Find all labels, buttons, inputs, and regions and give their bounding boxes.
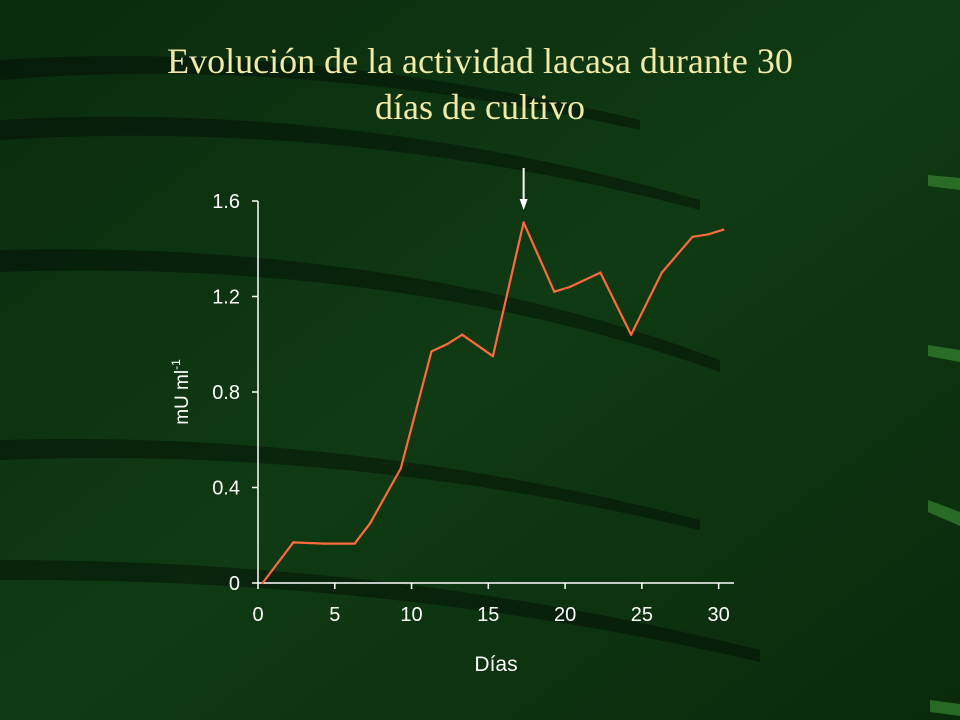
arrow-head	[519, 199, 528, 210]
title-line-1: Evolución de la actividad lacasa durante…	[167, 41, 793, 81]
x-tick-label: 25	[631, 604, 653, 626]
x-tick-label: 0	[252, 604, 263, 626]
y-tick-label: 1.2	[212, 287, 240, 309]
y-axis-label-superscript: -1	[169, 359, 183, 370]
x-tick-label: 15	[477, 604, 499, 626]
data-point	[599, 271, 602, 274]
data-point	[706, 233, 710, 236]
data-point	[353, 542, 356, 545]
slide-title: Evolución de la actividad lacasa durante…	[60, 38, 900, 130]
data-point	[445, 343, 449, 346]
data-point	[568, 285, 571, 289]
series-points	[261, 221, 725, 585]
data-point	[261, 581, 264, 585]
y-tick-label: 1.6	[212, 191, 240, 213]
data-point	[691, 235, 694, 239]
y-tick-label: 0	[229, 573, 240, 595]
data-point	[722, 228, 725, 231]
data-point	[368, 522, 372, 525]
data-point	[461, 333, 464, 336]
data-point	[660, 271, 664, 274]
x-tick-label: 10	[400, 604, 422, 626]
data-point	[491, 354, 495, 358]
data-point	[522, 221, 525, 224]
y-axis-label-main: mU ml	[172, 370, 193, 425]
x-axis-label: Días	[474, 653, 517, 676]
y-axis-label: mU ml-1	[169, 359, 193, 425]
data-point	[430, 350, 433, 353]
y-tick-label: 0.4	[212, 478, 240, 500]
y-axis-ticks: 0 0.4 0.8 1.2 1.6	[212, 191, 258, 595]
background-streaks	[0, 56, 760, 662]
data-point	[553, 290, 556, 293]
x-tick-label: 5	[329, 604, 340, 626]
y-tick-label: 0.8	[212, 382, 240, 404]
data-point	[629, 333, 633, 336]
x-tick-label: 20	[554, 604, 576, 626]
x-axis-ticks: 0 5 10 15 20 25 30	[252, 583, 730, 626]
annotations	[519, 168, 528, 210]
data-point	[292, 541, 295, 544]
data-point	[322, 542, 326, 545]
series-line	[261, 221, 724, 584]
x-tick-label: 30	[708, 604, 730, 626]
title-line-2: días de cultivo	[375, 87, 585, 127]
data-point	[399, 467, 402, 470]
right-edge-decoration	[928, 175, 960, 716]
